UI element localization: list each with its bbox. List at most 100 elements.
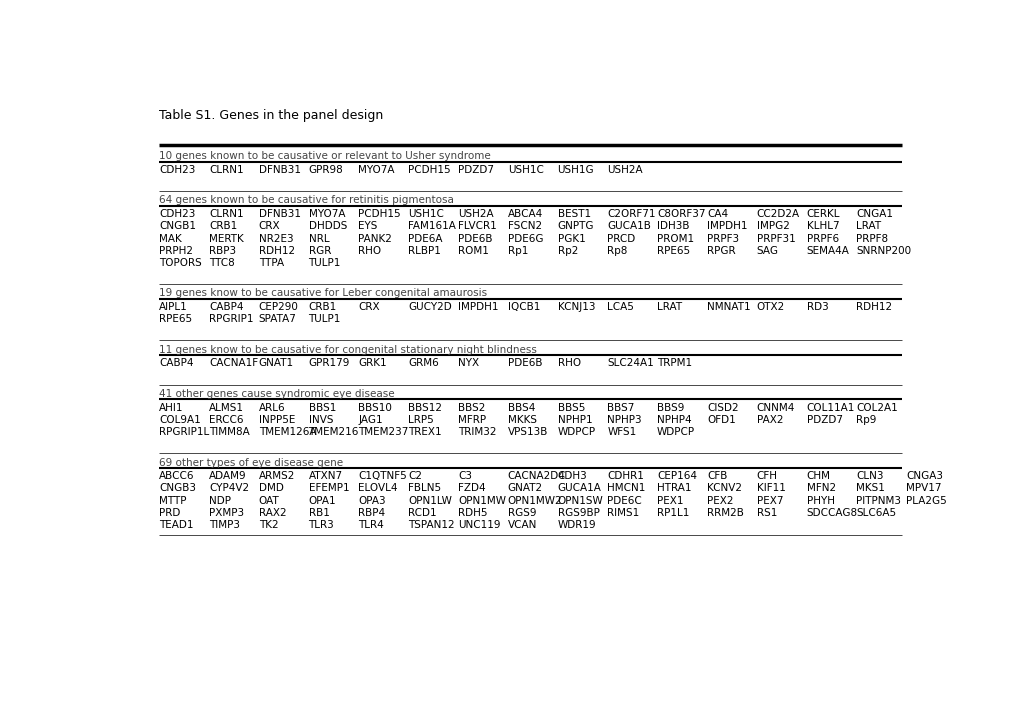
Text: OPN1LW: OPN1LW <box>408 495 451 505</box>
Text: ARMS2: ARMS2 <box>259 472 294 481</box>
Text: TMEM216: TMEM216 <box>308 427 359 437</box>
Text: TRPM1: TRPM1 <box>656 359 692 369</box>
Text: RGS9: RGS9 <box>507 508 536 518</box>
Text: TIMM8A: TIMM8A <box>209 427 250 437</box>
Text: C2ORF71: C2ORF71 <box>606 209 655 219</box>
Text: PRPH2: PRPH2 <box>159 246 193 256</box>
Text: RPE65: RPE65 <box>656 246 690 256</box>
Text: PRPF8: PRPF8 <box>856 233 888 243</box>
Text: RHO: RHO <box>358 246 381 256</box>
Text: BBS10: BBS10 <box>358 402 392 413</box>
Text: WFS1: WFS1 <box>606 427 636 437</box>
Text: PRD: PRD <box>159 508 180 518</box>
Text: KCNV2: KCNV2 <box>706 483 741 493</box>
Text: CNGB3: CNGB3 <box>159 483 196 493</box>
Text: GRM6: GRM6 <box>408 359 438 369</box>
Text: MYO7A: MYO7A <box>308 209 344 219</box>
Text: GNAT1: GNAT1 <box>259 359 293 369</box>
Text: EFEMP1: EFEMP1 <box>308 483 348 493</box>
Text: GUCY2D: GUCY2D <box>408 302 451 312</box>
Text: RDH12: RDH12 <box>259 246 294 256</box>
Text: DFNB31: DFNB31 <box>259 165 301 175</box>
Text: KLHL7: KLHL7 <box>806 221 839 231</box>
Text: MFN2: MFN2 <box>806 483 835 493</box>
Text: CRB1: CRB1 <box>209 221 237 231</box>
Text: GPR98: GPR98 <box>308 165 343 175</box>
Text: TTPA: TTPA <box>259 258 283 268</box>
Text: RIMS1: RIMS1 <box>606 508 639 518</box>
Text: GNPTG: GNPTG <box>557 221 593 231</box>
Text: RPGRIP1L: RPGRIP1L <box>159 427 209 437</box>
Text: NPHP3: NPHP3 <box>606 415 641 425</box>
Text: PCDH15: PCDH15 <box>408 165 450 175</box>
Text: CHM: CHM <box>806 472 829 481</box>
Text: BBS7: BBS7 <box>606 402 634 413</box>
Text: PEX7: PEX7 <box>756 495 783 505</box>
Text: Rp8: Rp8 <box>606 246 627 256</box>
Text: PXMP3: PXMP3 <box>209 508 244 518</box>
Text: ERCC6: ERCC6 <box>209 415 244 425</box>
Text: ADAM9: ADAM9 <box>209 472 247 481</box>
Text: CNGB1: CNGB1 <box>159 221 196 231</box>
Text: BBS4: BBS4 <box>507 402 535 413</box>
Text: MYO7A: MYO7A <box>358 165 394 175</box>
Text: OPN1MW2: OPN1MW2 <box>507 495 561 505</box>
Text: RPGRIP1: RPGRIP1 <box>209 315 253 324</box>
Text: OFD1: OFD1 <box>706 415 735 425</box>
Text: VCAN: VCAN <box>507 520 537 530</box>
Text: PROM1: PROM1 <box>656 233 694 243</box>
Text: 64 genes known to be causative for retinitis pigmentosa: 64 genes known to be causative for retin… <box>159 195 453 205</box>
Text: GRK1: GRK1 <box>358 359 386 369</box>
Text: JAG1: JAG1 <box>358 415 382 425</box>
Text: PEX1: PEX1 <box>656 495 683 505</box>
Text: PDZD7: PDZD7 <box>458 165 493 175</box>
Text: CLRN1: CLRN1 <box>209 165 244 175</box>
Text: IQCB1: IQCB1 <box>507 302 540 312</box>
Text: LRAT: LRAT <box>856 221 880 231</box>
Text: MFRP: MFRP <box>458 415 486 425</box>
Text: CDH23: CDH23 <box>159 209 196 219</box>
Text: Rp1: Rp1 <box>507 246 528 256</box>
Text: ABCC6: ABCC6 <box>159 472 195 481</box>
Text: HMCN1: HMCN1 <box>606 483 645 493</box>
Text: LRP5: LRP5 <box>408 415 433 425</box>
Text: MPV17: MPV17 <box>905 483 941 493</box>
Text: TTC8: TTC8 <box>209 258 234 268</box>
Text: MKKS: MKKS <box>507 415 536 425</box>
Text: CDH23: CDH23 <box>159 165 196 175</box>
Text: USH2A: USH2A <box>458 209 493 219</box>
Text: RD3: RD3 <box>806 302 827 312</box>
Text: BEST1: BEST1 <box>557 209 590 219</box>
Text: PLA2G5: PLA2G5 <box>905 495 946 505</box>
Text: 19 genes know to be causative for Leber congenital amaurosis: 19 genes know to be causative for Leber … <box>159 289 487 298</box>
Text: USH1G: USH1G <box>557 165 594 175</box>
Text: ABCA4: ABCA4 <box>507 209 542 219</box>
Text: NDP: NDP <box>209 495 230 505</box>
Text: IMPDH1: IMPDH1 <box>458 302 498 312</box>
Text: KIF11: KIF11 <box>756 483 785 493</box>
Text: OPA1: OPA1 <box>308 495 336 505</box>
Text: LRAT: LRAT <box>656 302 682 312</box>
Text: GUCA1A: GUCA1A <box>557 483 601 493</box>
Text: MERTK: MERTK <box>209 233 244 243</box>
Text: RS1: RS1 <box>756 508 776 518</box>
Text: NR2E3: NR2E3 <box>259 233 293 243</box>
Text: PITPNM3: PITPNM3 <box>856 495 901 505</box>
Text: IDH3B: IDH3B <box>656 221 689 231</box>
Text: COL2A1: COL2A1 <box>856 402 897 413</box>
Text: PAX2: PAX2 <box>756 415 783 425</box>
Text: SLC6A5: SLC6A5 <box>856 508 896 518</box>
Text: SAG: SAG <box>756 246 777 256</box>
Text: PRCD: PRCD <box>606 233 635 243</box>
Text: CABP4: CABP4 <box>209 302 244 312</box>
Text: CACNA2D4: CACNA2D4 <box>507 472 566 481</box>
Text: FLVCR1: FLVCR1 <box>458 221 496 231</box>
Text: CYP4V2: CYP4V2 <box>209 483 249 493</box>
Text: BBS9: BBS9 <box>656 402 684 413</box>
Text: PDE6G: PDE6G <box>507 233 543 243</box>
Text: PDE6B: PDE6B <box>507 359 542 369</box>
Text: COL11A1: COL11A1 <box>806 402 854 413</box>
Text: CRX: CRX <box>358 302 380 312</box>
Text: RPE65: RPE65 <box>159 315 192 324</box>
Text: C3: C3 <box>458 472 472 481</box>
